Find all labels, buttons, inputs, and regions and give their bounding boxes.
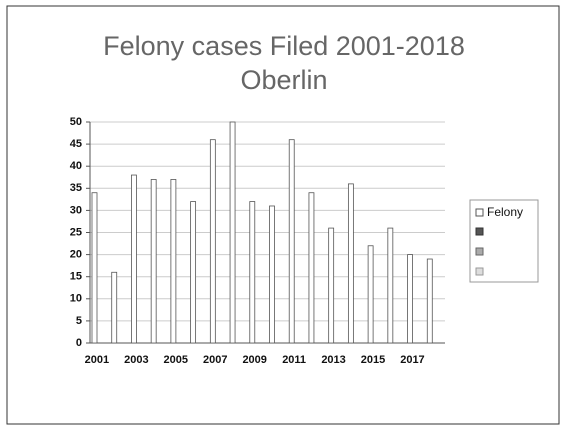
legend-swatch xyxy=(475,247,484,256)
y-tick-label: 30 xyxy=(70,204,82,216)
bar xyxy=(269,205,275,344)
bar xyxy=(150,179,157,344)
x-tick-label: 2005 xyxy=(164,354,188,366)
x-tick-label: 2013 xyxy=(321,354,345,366)
bar xyxy=(308,192,315,344)
bar xyxy=(328,227,335,344)
bar xyxy=(209,139,216,344)
bar xyxy=(111,271,118,344)
y-tick-label: 20 xyxy=(70,249,82,261)
bar xyxy=(249,201,256,344)
x-tick-label: 2015 xyxy=(361,354,385,366)
bar xyxy=(131,174,137,344)
x-tick-label: 2003 xyxy=(124,354,148,366)
y-tick-label: 25 xyxy=(70,226,82,238)
y-tick-label: 10 xyxy=(70,293,82,305)
y-tick-label: 35 xyxy=(70,182,82,194)
y-tick-label: 0 xyxy=(76,337,82,349)
bar xyxy=(288,139,295,344)
y-tick-label: 5 xyxy=(76,315,82,327)
bar xyxy=(91,192,98,344)
y-tick-label: 40 xyxy=(70,160,82,172)
x-tick-label: 2007 xyxy=(203,354,227,366)
legend-swatch xyxy=(475,267,484,276)
bar xyxy=(407,254,413,344)
x-tick-label: 2001 xyxy=(85,354,109,366)
chart-title: Oberlin xyxy=(240,65,327,95)
bar xyxy=(426,258,433,344)
bar xyxy=(170,179,177,344)
y-tick-label: 45 xyxy=(70,138,82,150)
slide-frame xyxy=(6,5,560,425)
x-tick-label: 2011 xyxy=(282,354,306,366)
x-tick-label: 2017 xyxy=(400,354,424,366)
bar xyxy=(347,183,354,344)
legend-swatch xyxy=(475,208,484,217)
legend-label: Felony xyxy=(487,205,523,219)
bar xyxy=(387,227,394,344)
bar xyxy=(229,121,236,344)
x-tick-label: 2009 xyxy=(242,354,266,366)
bar xyxy=(190,201,197,344)
chart-title: Felony cases Filed 2001-2018 xyxy=(103,31,465,61)
legend-swatch xyxy=(475,227,484,236)
y-tick-label: 50 xyxy=(70,116,82,128)
y-tick-label: 15 xyxy=(70,271,82,283)
bar xyxy=(367,245,374,344)
